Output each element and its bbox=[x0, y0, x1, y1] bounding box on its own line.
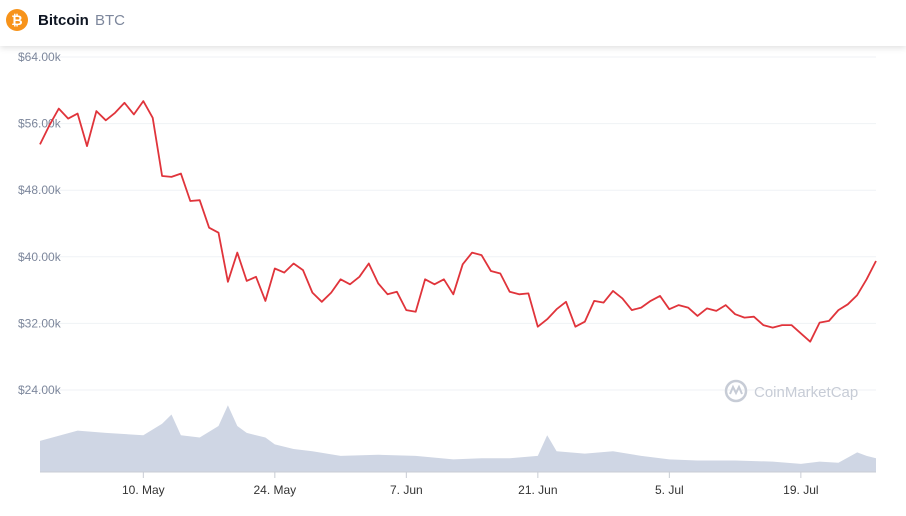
coinmarketcap-watermark: CoinMarketCap bbox=[724, 379, 858, 403]
coin-header: ₿ Bitcoin BTC bbox=[0, 0, 906, 46]
y-axis-ticks: $64.00k $56.00k $48.00k $40.00k $32.00k $24.0… bbox=[18, 50, 62, 397]
y-tick-label-3: $40.00k bbox=[18, 250, 62, 264]
price-line bbox=[39, 100, 877, 343]
coin-symbol: BTC bbox=[95, 12, 125, 29]
watermark-text: CoinMarketCap bbox=[754, 384, 858, 401]
y-tick-label-1: $56.00k bbox=[18, 117, 62, 131]
price-series bbox=[39, 100, 877, 343]
y-tick-label-0: $64.00k bbox=[18, 50, 62, 64]
x-tick-label-4: 5. Jul bbox=[655, 483, 684, 497]
x-tick-label-1: 24. May bbox=[253, 483, 296, 497]
coinmarketcap-logo-icon bbox=[724, 379, 748, 403]
x-tick-label-0: 10. May bbox=[122, 483, 165, 497]
grid-lines bbox=[18, 56, 876, 391]
bitcoin-logo-icon: ₿ bbox=[6, 9, 28, 31]
x-tick-label-5: 19. Jul bbox=[783, 483, 818, 497]
coin-name: Bitcoin bbox=[38, 12, 89, 29]
x-tick-label-3: 21. Jun bbox=[518, 483, 557, 497]
y-tick-label-2: $48.00k bbox=[18, 183, 62, 197]
svg-text:₿: ₿ bbox=[11, 12, 22, 28]
x-axis-ticks: 10. May 24. May 7. Jun 21. Jun 5. Jul 19. Jul bbox=[122, 472, 819, 497]
volume-area bbox=[40, 405, 876, 472]
y-tick-label-5: $24.00k bbox=[18, 383, 62, 397]
volume-series bbox=[40, 405, 876, 472]
x-tick-label-2: 7. Jun bbox=[390, 483, 423, 497]
y-tick-label-4: $32.00k bbox=[18, 316, 62, 330]
